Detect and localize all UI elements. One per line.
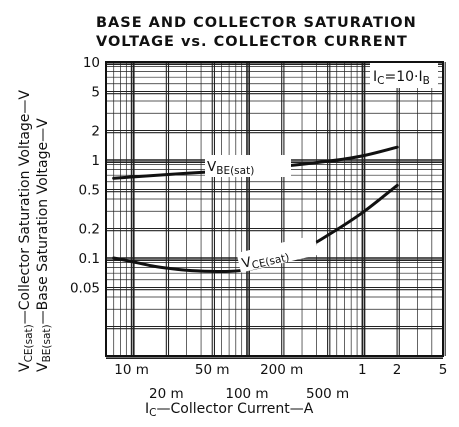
x-tick-label: 5 [439,362,448,378]
y-axis-label-vce: VCE(sat)—Collector Saturation Voltage—V [17,90,35,372]
grid-lines [105,61,446,360]
x-tick-label: 1 [358,362,367,378]
y-tick-label: 0.5 [79,183,100,199]
condition-label: IC=10·IB [373,69,430,87]
condition-box [370,63,438,88]
x-tick-label: 50 m [195,362,230,378]
y-tick-label: 0.05 [70,281,100,297]
y-axis-label-vbe: VBE(sat)—Base Saturation Voltage—V [35,118,53,372]
x-tick-label: 500 m [306,386,349,402]
x-tick-label: 20 m [149,386,184,402]
x-tick-labels: 10 m 50 m 200 m 1 2 5 20 m 100 m 500 m [114,362,447,402]
vce-label-bg [236,235,319,273]
series-line-vce [112,183,399,274]
series-label-vbe: VBE(sat) [207,159,254,177]
x-tick-label: 2 [393,362,402,378]
plot-border [105,61,444,357]
y-tick-label: 1 [91,153,100,169]
chart-title-line-2: VOLTAGE vs. COLLECTOR CURRENT [96,34,408,50]
y-tick-label: 2 [91,123,100,139]
plot-frame [105,61,444,357]
vbe-label-bg [205,155,291,177]
y-tick-label: 0.2 [79,221,100,237]
x-tick-label: 100 m [225,386,268,402]
y-tick-label: 5 [91,85,100,101]
y-tick-label: 0.1 [79,251,100,267]
x-tick-label: 200 m [260,362,303,378]
x-axis-label: IC—Collector Current—A [145,401,314,419]
chart-title-line-1: BASE AND COLLECTOR SATURATION [96,15,417,31]
y-tick-labels: 10 5 2 1 0.5 0.2 0.1 0.05 [70,55,100,297]
x-tick-label: 10 m [114,362,149,378]
y-tick-label: 10 [83,55,100,71]
